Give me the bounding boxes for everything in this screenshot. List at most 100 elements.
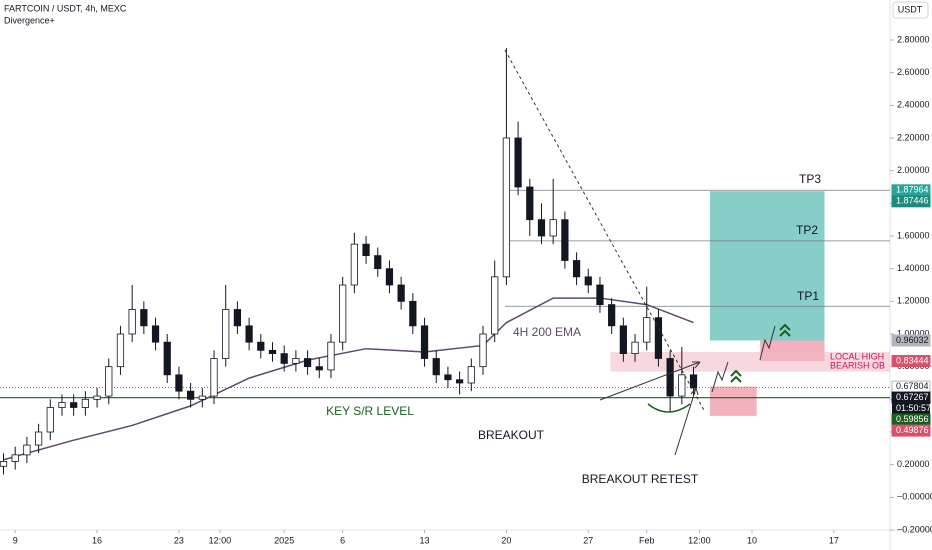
x-tick-label: 2025 bbox=[274, 535, 294, 545]
y-tick-label: 2.40000 bbox=[897, 100, 930, 110]
price-label: 1.87964 bbox=[896, 185, 929, 195]
y-tick-label: 1.40000 bbox=[897, 263, 930, 273]
candle-body bbox=[58, 402, 66, 408]
candle-body bbox=[479, 333, 487, 368]
candle-body bbox=[257, 341, 265, 351]
y-tick-label: 1.60000 bbox=[897, 230, 930, 240]
candle-body bbox=[327, 341, 335, 371]
candle-body bbox=[46, 407, 54, 433]
candle-body bbox=[409, 300, 417, 327]
candle-body bbox=[397, 284, 405, 302]
y-tick-label: 2.60000 bbox=[897, 67, 930, 77]
candle-body bbox=[245, 325, 253, 343]
x-tick-label: 23 bbox=[174, 535, 184, 545]
candle-body bbox=[198, 395, 206, 400]
candle-body bbox=[561, 219, 569, 261]
candle-body bbox=[385, 268, 394, 286]
price-label: 0.49876 bbox=[896, 425, 929, 435]
candle-body bbox=[619, 325, 627, 355]
chevrons bbox=[779, 323, 791, 337]
candle-body bbox=[339, 284, 347, 343]
zone-label: LOCAL HIGH bbox=[830, 351, 884, 361]
currency-button[interactable] bbox=[892, 1, 929, 19]
chevrons bbox=[730, 369, 742, 383]
y-tick-label: 2.20000 bbox=[897, 132, 930, 142]
candle-body bbox=[537, 219, 546, 237]
price-label-box bbox=[891, 195, 931, 208]
candle-body bbox=[666, 358, 674, 397]
candle-body bbox=[689, 374, 698, 389]
candle-body bbox=[643, 317, 651, 343]
y-tick-label: −0.20000 bbox=[897, 524, 932, 534]
candle-body bbox=[34, 431, 43, 446]
x-tick-label: 10 bbox=[747, 535, 757, 545]
candle-body bbox=[210, 358, 218, 397]
arrowhead bbox=[690, 387, 699, 396]
zone bbox=[709, 386, 757, 416]
candle-body bbox=[467, 366, 475, 384]
y-tick-label: 2.00000 bbox=[897, 165, 930, 175]
countdown-box bbox=[892, 403, 930, 415]
candle-body bbox=[678, 374, 686, 397]
candle-body bbox=[374, 255, 382, 270]
candle-body bbox=[491, 276, 499, 335]
x-tick-label: 12:00 bbox=[688, 535, 711, 545]
candle-body bbox=[456, 379, 464, 384]
x-tick-label: 20 bbox=[501, 535, 511, 545]
candle-body bbox=[572, 260, 581, 278]
candle-body bbox=[0, 460, 8, 467]
candle-body bbox=[526, 186, 534, 221]
candle-body bbox=[596, 284, 604, 306]
candle-body bbox=[70, 402, 78, 408]
zone bbox=[709, 191, 825, 341]
x-tick-label: 17 bbox=[829, 535, 839, 545]
price-label: 1.87446 bbox=[896, 196, 929, 206]
candle-body bbox=[303, 358, 312, 368]
candle-body bbox=[233, 309, 242, 327]
trendline bbox=[504, 49, 706, 413]
breakout-arrow bbox=[599, 361, 701, 401]
ema-line bbox=[3, 297, 694, 461]
candle-body bbox=[654, 317, 663, 359]
candle-body bbox=[444, 374, 452, 381]
price-label-box bbox=[891, 334, 931, 347]
candle-body bbox=[420, 325, 429, 359]
candle-body bbox=[116, 333, 125, 368]
price-label: 0.83444 bbox=[896, 355, 929, 365]
candle-body bbox=[11, 454, 19, 462]
candle-body bbox=[175, 374, 183, 392]
candle-body bbox=[350, 243, 358, 286]
price-label: 0.67804 bbox=[896, 381, 929, 391]
x-tick-label: 12:00 bbox=[209, 535, 232, 545]
candle-body bbox=[608, 304, 616, 327]
candle-body bbox=[222, 309, 230, 359]
candle-body bbox=[549, 219, 557, 237]
y-tick-label: 0.20000 bbox=[897, 459, 930, 469]
candle-body bbox=[315, 366, 323, 371]
projection bbox=[759, 325, 776, 361]
candle-body bbox=[631, 341, 639, 354]
candle-body bbox=[584, 276, 592, 286]
countdown: 01:50:57 bbox=[896, 403, 931, 413]
candle-body bbox=[23, 444, 31, 456]
candle-body bbox=[128, 309, 136, 335]
x-tick-label: 9 bbox=[13, 535, 18, 545]
level-label: TP1 bbox=[797, 289, 819, 303]
x-tick-label: 16 bbox=[92, 535, 102, 545]
x-tick-label: 6 bbox=[340, 535, 345, 545]
candle-body bbox=[268, 349, 277, 355]
x-tick-label: 13 bbox=[420, 535, 430, 545]
y-tick-label: 2.80000 bbox=[897, 34, 930, 44]
candle-body bbox=[140, 309, 148, 327]
annotation: BREAKOUT bbox=[478, 428, 545, 442]
price-label: 0.96032 bbox=[896, 335, 929, 345]
plot bbox=[0, 48, 698, 475]
candle-body bbox=[81, 398, 89, 408]
projection bbox=[711, 361, 729, 393]
price-label-box bbox=[891, 355, 931, 368]
candle-body bbox=[93, 395, 101, 400]
y-tick-label: −0.00000 bbox=[897, 492, 932, 502]
candle-body bbox=[502, 137, 511, 278]
retest-arrow bbox=[674, 387, 697, 456]
price-label: 0.59856 bbox=[896, 414, 929, 424]
